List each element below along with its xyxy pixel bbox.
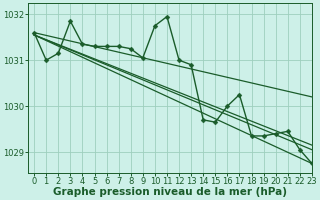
X-axis label: Graphe pression niveau de la mer (hPa): Graphe pression niveau de la mer (hPa) [53, 187, 287, 197]
